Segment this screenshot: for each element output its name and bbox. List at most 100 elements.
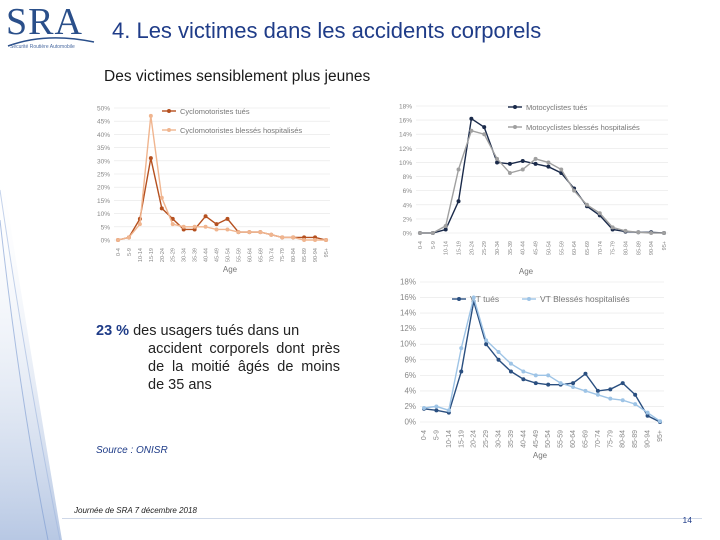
data-point	[658, 419, 662, 424]
data-point	[559, 167, 564, 172]
x-tick-label: 65-69	[258, 248, 264, 262]
slide-subtitle: Des victimes sensiblement plus jeunes	[104, 68, 371, 85]
data-point	[546, 382, 551, 387]
x-tick-label: 5-9	[431, 241, 437, 249]
x-tick-label: 10-14	[446, 430, 453, 448]
x-tick-label: 90-94	[645, 430, 652, 448]
y-tick-label: 5%	[101, 224, 111, 231]
x-tick-label: 90-94	[313, 248, 319, 262]
data-point	[471, 295, 476, 300]
data-point	[521, 369, 526, 374]
x-tick-label: 35-39	[508, 430, 515, 448]
data-point	[508, 361, 513, 366]
data-point	[482, 125, 487, 130]
data-point	[434, 404, 439, 409]
data-point	[203, 214, 208, 219]
x-tick-label: 15-19	[458, 430, 465, 448]
y-tick-label: 15%	[97, 198, 110, 205]
series-line	[423, 294, 661, 422]
highlight-line1: des usagers tués dans un	[133, 323, 300, 339]
legend-label: Motocyclistes blessés hospitalisés	[526, 123, 640, 132]
sra-logo: SRA Sécurité Routière Automobile	[6, 2, 96, 54]
data-point	[302, 238, 307, 242]
x-tick-label: 30-34	[182, 248, 188, 262]
chart-cyclomotoristes: 0% 5% 10% 15% 20% 25% 30% 35% 40% 45% 50% 0-4 5-9 10-…	[88, 100, 348, 280]
data-point	[456, 167, 461, 172]
x-tick-label: 15-19	[457, 241, 463, 255]
data-point	[418, 231, 422, 235]
x-tick-label: 25-29	[483, 430, 490, 448]
x-tick-label: 10-14	[138, 248, 144, 262]
x-tick-label: 55-59	[236, 248, 242, 262]
x-tick-label: 85-89	[632, 430, 639, 448]
data-point	[269, 232, 274, 237]
x-tick-label: 50-54	[225, 248, 231, 262]
data-point	[434, 408, 439, 413]
x-tick-label: 45-49	[534, 241, 540, 255]
y-tick-label: 40%	[97, 132, 110, 139]
data-point	[595, 388, 600, 393]
data-point	[496, 350, 501, 354]
y-tick-label: 2%	[403, 216, 413, 223]
x-tick-label: 80-84	[291, 248, 297, 262]
data-point	[546, 164, 551, 169]
x-tick-label: 70-74	[598, 241, 604, 255]
data-point	[214, 227, 219, 232]
y-tick-label: 14%	[400, 309, 416, 318]
y-tick-label: 10%	[399, 160, 412, 167]
page-number: 14	[682, 515, 692, 525]
y-tick-label: 2%	[404, 402, 416, 411]
legend-marker	[513, 125, 517, 129]
x-tick-label: 35-39	[193, 248, 199, 262]
x-axis-label: Age	[223, 265, 238, 274]
x-axis-label: Age	[533, 451, 548, 460]
x-tick-label: 20-24	[471, 430, 478, 448]
y-tick-label: 6%	[403, 188, 413, 195]
x-tick-label: 40-44	[204, 248, 210, 262]
data-point	[496, 357, 501, 362]
data-point	[558, 381, 563, 386]
x-tick-label: 95+	[657, 430, 664, 442]
y-tick-label: 6%	[404, 371, 416, 380]
data-point	[633, 402, 638, 407]
x-tick-label: 45-49	[533, 430, 540, 448]
data-point	[247, 230, 252, 235]
y-tick-label: 4%	[403, 202, 413, 209]
x-tick-label: 65-69	[585, 241, 591, 255]
data-point	[159, 206, 164, 211]
x-tick-label: 85-89	[636, 241, 642, 255]
data-point	[159, 195, 164, 200]
x-tick-label: 0-4	[116, 248, 122, 256]
chart-svg: 0% 5% 10% 15% 20% 25% 30% 35% 40% 45% 50% 0-4 5-9 10-…	[97, 106, 330, 274]
x-tick-label: 50-54	[546, 241, 552, 255]
y-tick-label: 16%	[399, 118, 412, 125]
x-axis-label: Age	[519, 267, 534, 276]
data-point	[633, 392, 638, 397]
data-point	[508, 369, 513, 374]
data-point	[192, 224, 197, 229]
data-point	[520, 167, 525, 172]
y-tick-label: 8%	[403, 174, 413, 181]
legend-marker	[167, 109, 171, 113]
data-point	[456, 199, 461, 204]
data-point	[459, 369, 464, 374]
data-point	[649, 231, 654, 235]
data-point	[583, 371, 588, 376]
x-tick-label: 70-74	[595, 430, 602, 448]
x-tick-label: 10-14	[444, 241, 450, 255]
x-tick-label: 55-59	[558, 430, 565, 448]
data-point	[469, 116, 474, 121]
y-tick-label: 4%	[404, 386, 416, 395]
data-point	[610, 225, 615, 230]
data-point	[546, 160, 551, 165]
data-point	[533, 156, 538, 161]
legend-label: Cyclomotoristes tués	[180, 107, 250, 116]
x-tick-label: 45-49	[215, 248, 221, 262]
y-tick-label: 12%	[400, 324, 416, 333]
series-line	[420, 117, 665, 234]
data-point	[181, 224, 186, 229]
data-point	[583, 388, 588, 393]
x-tick-label: 40-44	[521, 241, 527, 255]
data-point	[482, 132, 487, 137]
x-tick-label: 55-59	[559, 241, 565, 255]
